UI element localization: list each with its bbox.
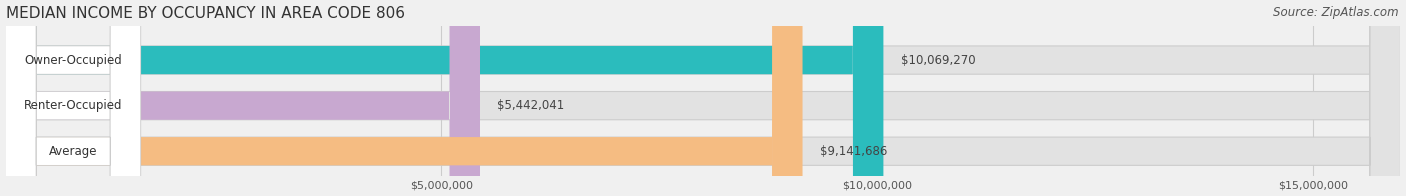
Text: $10,069,270: $10,069,270 [901,54,976,67]
FancyBboxPatch shape [6,0,803,196]
Text: Renter-Occupied: Renter-Occupied [24,99,122,112]
FancyBboxPatch shape [6,0,1400,196]
FancyBboxPatch shape [6,0,1400,196]
Text: MEDIAN INCOME BY OCCUPANCY IN AREA CODE 806: MEDIAN INCOME BY OCCUPANCY IN AREA CODE … [6,5,405,21]
FancyBboxPatch shape [6,0,883,196]
Text: Source: ZipAtlas.com: Source: ZipAtlas.com [1274,6,1399,19]
FancyBboxPatch shape [6,0,1400,196]
Text: $5,442,041: $5,442,041 [498,99,565,112]
FancyBboxPatch shape [6,0,479,196]
Text: Average: Average [49,145,97,158]
FancyBboxPatch shape [6,0,141,196]
FancyBboxPatch shape [6,0,141,196]
Text: $9,141,686: $9,141,686 [820,145,887,158]
Text: Owner-Occupied: Owner-Occupied [24,54,122,67]
FancyBboxPatch shape [6,0,141,196]
